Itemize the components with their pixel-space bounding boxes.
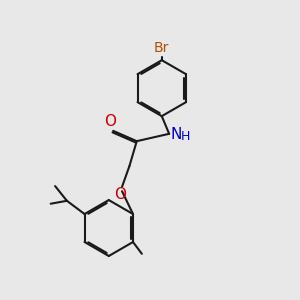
Text: Br: Br — [154, 41, 170, 55]
Text: N: N — [170, 127, 182, 142]
Text: O: O — [104, 114, 116, 129]
Text: O: O — [115, 188, 127, 202]
Text: H: H — [180, 130, 190, 143]
